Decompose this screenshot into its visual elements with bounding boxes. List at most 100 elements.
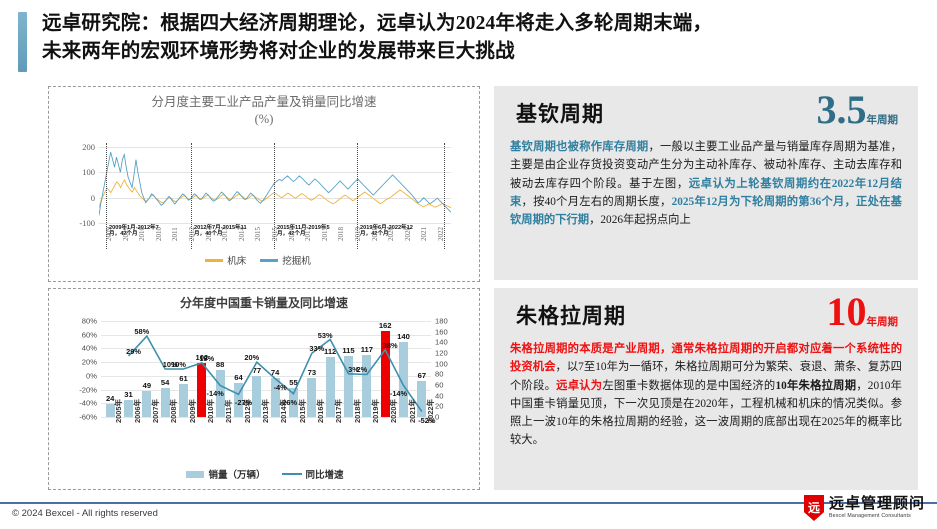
chart1-x-tick: 2009 — [121, 227, 130, 241]
chart2-bar-label: 67 — [417, 371, 427, 381]
chart2-bar-label: 140 — [397, 332, 410, 342]
chart2-bar-label: 102 — [195, 352, 209, 362]
shield-logo-icon: 远 — [803, 495, 824, 521]
panel-kitchin-body: 基钦周期也被称作库存周期，一般以主要工业品产量与销量库存周期为基准，主要是由企业… — [510, 138, 902, 229]
chart2-bar — [289, 387, 298, 417]
chart2-plot-area: 80% 60% 40% 20% 0% -20% -40% -60% 180 160 140 120 10… — [79, 317, 447, 425]
panel-juglar-head: 朱格拉周期 10年周期 — [510, 292, 902, 338]
chart2-bar — [179, 384, 188, 417]
panel-juglar-text-segment: 左图重卡数据体现的是中国经济的 — [602, 379, 776, 392]
panel-juglar-number-unit: 年周期 — [866, 317, 899, 328]
chart1-x-tick: 2020 — [387, 227, 396, 241]
chart2-bar-label: 55 — [289, 377, 298, 387]
chart1-x-tick: 2011 — [171, 227, 180, 241]
chart2-gridline — [101, 321, 431, 322]
chart1-annotation: 2012年7月-2015年11月，40个月 — [194, 225, 247, 238]
chart1-x-tick: 2010 — [138, 227, 147, 241]
chart2-y-right-tick: 160 — [435, 327, 448, 337]
chart2-bar-label: 88 — [215, 360, 225, 370]
chart2-bar-label: 24 — [105, 394, 115, 404]
chart1-plot-area: 200 100 0 -100 2009年1月-2012年7月，42个月 2012年7月-2… — [79, 142, 451, 249]
chart1-phase-divider — [357, 143, 358, 249]
panel-juglar-text-segment: 10年朱格拉周期 — [775, 379, 857, 392]
chart2-growth-label: 29% — [126, 346, 141, 356]
chart2-growth-label: -26% — [279, 397, 298, 407]
chart1-title-sub: (%) — [254, 111, 274, 126]
chart1-annotation: 2019年6月-2022年12月，42个月 — [360, 225, 413, 238]
chart1-title: 分月度主要工业产品产量及销量同比增速 (%) — [49, 87, 479, 128]
footer-divider — [0, 502, 937, 504]
chart2-bar — [215, 370, 225, 417]
chart1-x-tick: 2014 — [237, 227, 246, 241]
chart2-legend-bar-swatch — [186, 470, 205, 478]
chart2-gridline — [101, 348, 431, 350]
chart2-y-left-tick: -20% — [79, 385, 97, 395]
chart2-growth-label: 20% — [244, 353, 260, 363]
chart1-y-tick: 0 — [90, 192, 95, 203]
panel-kitchin-text-segment: ，一般以主要工业品产量与销量库存周期为基准，主要是由企业存货投资变动产生分为主动… — [510, 141, 902, 190]
chart1-legend: 机床 挖掘机 — [49, 253, 481, 267]
chart2-x-tick: 2007年 — [150, 399, 160, 423]
panel-juglar-cycle: 朱格拉周期 10年周期 朱格拉周期的本质是产业周期，通常朱格拉周期的开启都对应着… — [494, 288, 918, 490]
chart2-y-right-tick: 80 — [435, 369, 444, 379]
chart2-y-left-tick: 80% — [81, 316, 97, 326]
chart1-y-tick: 200 — [82, 142, 95, 152]
panel-kitchin-number: 3.5年周期 — [817, 90, 899, 130]
chart1-x-tick: 2015 — [254, 227, 263, 241]
chart2-bar — [252, 375, 262, 417]
copyright-text: © 2024 Bexcel - All rights reserved — [12, 508, 158, 519]
chart1-gridline — [99, 172, 451, 174]
page-title-line1: 远卓研究院：根据四大经济周期理论，远卓认为2024年将走入多轮周期末端， — [42, 13, 713, 34]
chart2-bar — [160, 388, 170, 417]
chart2-bar — [142, 390, 152, 417]
chart2-y-right-tick: 0 — [435, 412, 440, 422]
panel-kitchin-head: 基钦周期 3.5年周期 — [510, 90, 902, 136]
chart2-bar-label: 117 — [360, 344, 373, 354]
chart1-gridline — [99, 197, 451, 199]
chart2-gridline — [101, 362, 431, 364]
chart2-bar — [307, 378, 317, 417]
chart2-bar — [362, 354, 372, 417]
chart1-gridline — [99, 147, 451, 148]
panel-kitchin-text-segment: 远卓认为上轮基钦周期约在2022年12月结束 — [510, 177, 902, 208]
chart1-x-tick: 2013 — [204, 227, 213, 241]
chart1-title-main: 分月度主要工业产品产量及销量同比增速 — [151, 95, 377, 109]
panel-kitchin-text-segment: 基钦周期也被称作库存周期 — [510, 141, 649, 153]
panel-juglar-number-value: 10 — [826, 289, 867, 334]
chart2-x-tick: 2015年 — [297, 399, 307, 423]
chart2-growth-label: 3% — [348, 364, 359, 374]
chart2-y-left-tick: 0% — [86, 371, 97, 381]
chart2-growth-label: 58% — [134, 327, 150, 337]
chart2-growth-label: 38% — [382, 340, 398, 350]
chart1-x-tick: 2010 — [154, 227, 163, 241]
chart2-legend-bar-label: 销量（万辆） — [208, 471, 266, 481]
chart2-y-right-tick: 100 — [435, 359, 448, 369]
chart2-growth-label: 33% — [309, 344, 325, 354]
chart2-bar-label: 64 — [234, 372, 243, 382]
chart2-legend-line-label: 同比增速 — [305, 471, 344, 481]
panel-juglar-number: 10年周期 — [827, 292, 899, 332]
chart1-x-tick: 2019 — [354, 227, 362, 241]
chart1-y-tick: -100 — [79, 218, 95, 228]
chart1-x-tick: 2015 — [271, 227, 279, 241]
chart1-series-svg — [99, 151, 451, 216]
chart1-x-tick: 2013 — [221, 227, 230, 241]
chart2-gridline — [101, 403, 431, 405]
panel-kitchin-cycle: 基钦周期 3.5年周期 基钦周期也被称作库存周期，一般以主要工业品产量与销量库存… — [494, 86, 918, 280]
chart2-bar-label: 162 — [378, 320, 392, 330]
panel-kitchin-title: 基钦周期 — [516, 102, 604, 126]
chart1-x-tick: 2019 — [370, 227, 379, 241]
panel-kitchin-number-value: 3.5 — [816, 87, 867, 132]
chart2-y-right-tick: 140 — [435, 337, 448, 347]
chart2-growth-label: -27% — [234, 398, 253, 408]
chart2-x-tick: 2013年 — [260, 399, 270, 423]
chart1-x-tick: 2017 — [304, 227, 313, 241]
chart2-gridline — [101, 417, 431, 418]
chart2-bar — [197, 362, 207, 417]
chart2-y-left-tick: 20% — [81, 357, 97, 367]
chart2-gridline — [101, 375, 431, 377]
chart2-y-left-tick: 60% — [81, 330, 97, 340]
chart2-bar-label: 31 — [124, 390, 133, 400]
chart2-legend-line-swatch — [281, 472, 302, 476]
charts-column: 分月度主要工业产品产量及销量同比增速 (%) 200 100 0 -100 2009年1… — [48, 86, 480, 490]
